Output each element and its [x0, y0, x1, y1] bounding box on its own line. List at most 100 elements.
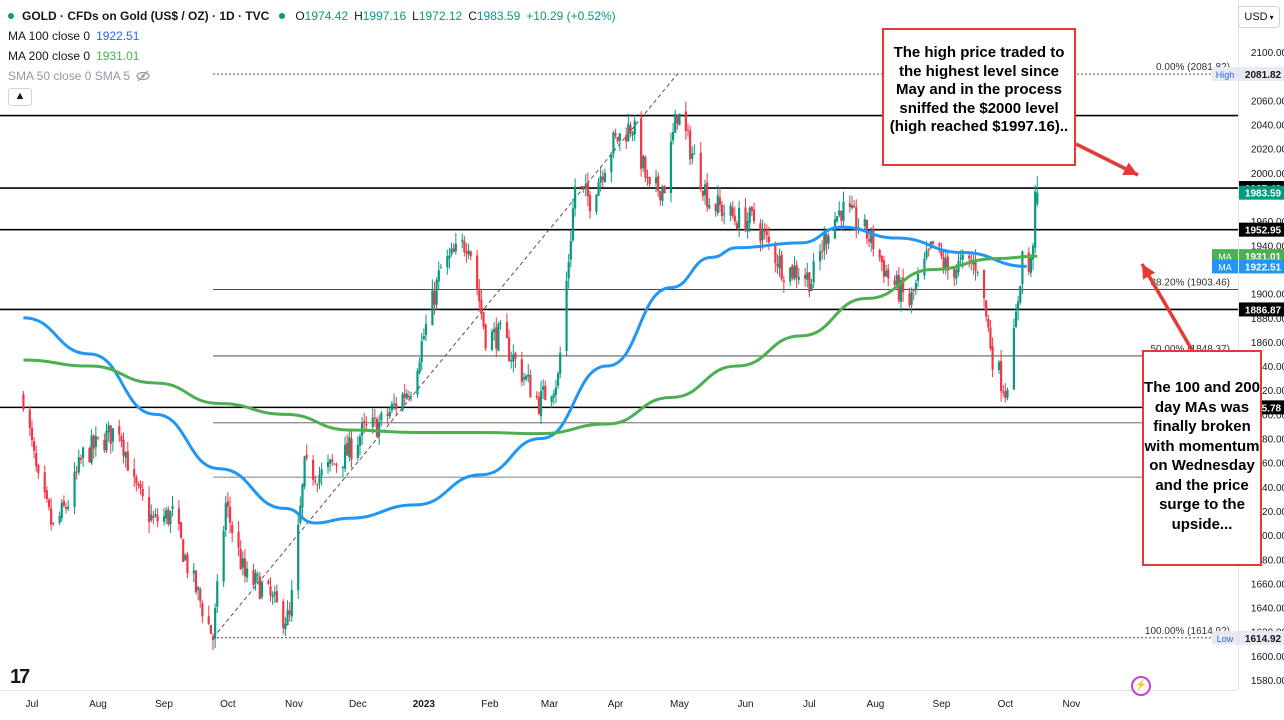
- chevron-down-icon: ▾: [1269, 12, 1274, 22]
- candle-body: [580, 186, 583, 188]
- candle-body: [467, 250, 470, 255]
- price-badge: [1239, 259, 1284, 274]
- price-tick-label: 1720.00: [1251, 507, 1284, 518]
- candle-body: [716, 195, 719, 214]
- candle-body: [490, 331, 494, 350]
- candle-body: [271, 594, 274, 598]
- price-badge: [1239, 185, 1284, 200]
- candle-body: [750, 207, 753, 211]
- candle-body: [887, 268, 890, 279]
- candle: [299, 496, 302, 525]
- candle: [597, 178, 600, 196]
- candle-body: [625, 135, 628, 142]
- candle: [746, 212, 749, 239]
- candle: [574, 178, 577, 217]
- candle-body: [752, 209, 756, 222]
- candle: [450, 242, 453, 257]
- candle: [1027, 247, 1030, 275]
- eye-hidden-icon[interactable]: [136, 70, 150, 82]
- candle: [228, 496, 232, 534]
- candle: [329, 458, 332, 472]
- candle: [314, 475, 317, 485]
- currency-button[interactable]: USD ▾: [1238, 6, 1280, 28]
- candle-body: [260, 581, 264, 598]
- price-badge-label: 1952.95: [1245, 226, 1282, 237]
- symbol-title[interactable]: GOLD · CFDs on Gold (US$ / OZ) · 1D · TV…: [22, 9, 270, 23]
- candle-body: [925, 250, 928, 258]
- candle: [171, 496, 174, 517]
- candle-body: [179, 522, 183, 538]
- legend-ma100-row[interactable]: MA 100 close 0 1922.51: [8, 26, 616, 46]
- candle: [254, 569, 257, 591]
- candle-body: [1012, 328, 1015, 390]
- chart-area[interactable]: 0.00% (2081.82)38.20% (1903.46)50.00% (1…: [0, 0, 1238, 690]
- time-tick-label: Jun: [737, 699, 753, 710]
- candle: [194, 570, 198, 595]
- price-tick-label: 1660.00: [1251, 579, 1284, 590]
- candle-body: [512, 354, 515, 362]
- candle: [392, 393, 396, 410]
- candle: [838, 201, 841, 218]
- price-tick-label: 1780.00: [1251, 435, 1284, 446]
- candle-body: [437, 270, 440, 282]
- candle-body: [452, 248, 455, 253]
- candle: [853, 200, 856, 208]
- close-label: C: [468, 9, 477, 23]
- candle-body: [916, 274, 920, 281]
- candle: [124, 451, 127, 468]
- price-tick-label: 1680.00: [1251, 555, 1284, 566]
- candle: [409, 391, 413, 402]
- candle-body: [177, 508, 181, 525]
- candle-body: [282, 601, 285, 629]
- candle: [405, 389, 408, 400]
- candle-body: [835, 216, 839, 222]
- candle: [47, 498, 51, 511]
- candle: [684, 101, 687, 140]
- candle: [167, 506, 170, 527]
- candle: [644, 155, 647, 182]
- lightning-icon[interactable]: ⚡: [1131, 676, 1151, 696]
- candle: [388, 406, 391, 420]
- candle-body: [582, 186, 585, 188]
- candle-body: [350, 438, 353, 460]
- candle-body: [554, 387, 558, 395]
- candle-body: [522, 377, 526, 380]
- candle: [1004, 383, 1007, 403]
- candle-body: [610, 153, 613, 173]
- candle: [676, 115, 679, 130]
- candle-body: [944, 258, 947, 270]
- candle-body: [245, 568, 249, 578]
- candle: [499, 320, 502, 330]
- candle-body: [465, 251, 468, 254]
- candle: [1000, 350, 1003, 402]
- candle-body: [211, 635, 215, 641]
- candle-body: [365, 423, 368, 426]
- candle: [431, 279, 434, 326]
- candle-body: [714, 204, 717, 211]
- candle: [689, 125, 692, 166]
- legend-symbol-row[interactable]: GOLD · CFDs on Gold (US$ / OZ) · 1D · TV…: [8, 6, 616, 26]
- candle: [1019, 285, 1022, 305]
- time-axis[interactable]: Jul Aug Sep Oct Nov Dec 2023 Feb Mar Apr May Jun Jul…: [0, 690, 1238, 715]
- candle: [1002, 384, 1005, 398]
- candle: [701, 190, 704, 201]
- price-axis[interactable]: 2100.002080.002060.002040.002020.002000.…: [1238, 0, 1284, 690]
- candle: [1017, 296, 1020, 321]
- collapse-legend-button[interactable]: ▲: [8, 88, 32, 106]
- candle: [750, 205, 753, 217]
- price-badge-label: 1983.59: [1245, 189, 1282, 200]
- candle-body: [216, 581, 219, 607]
- candle: [177, 500, 181, 531]
- legend-ma200-row[interactable]: MA 200 close 0 1931.01: [8, 46, 616, 66]
- candle-body: [1031, 245, 1035, 260]
- price-chart[interactable]: 0.00% (2081.82)38.20% (1903.46)50.00% (1…: [0, 0, 1238, 690]
- candle-body: [28, 409, 31, 428]
- tradingview-logo[interactable]: 17: [10, 666, 30, 688]
- candle: [765, 224, 768, 243]
- price-badge-label: 2081.82: [1245, 70, 1282, 81]
- candle: [356, 436, 359, 462]
- candle-body: [586, 182, 589, 197]
- legend-sma-row[interactable]: SMA 50 close 0 SMA 5: [8, 66, 616, 86]
- candle: [525, 374, 528, 382]
- candle: [735, 220, 739, 230]
